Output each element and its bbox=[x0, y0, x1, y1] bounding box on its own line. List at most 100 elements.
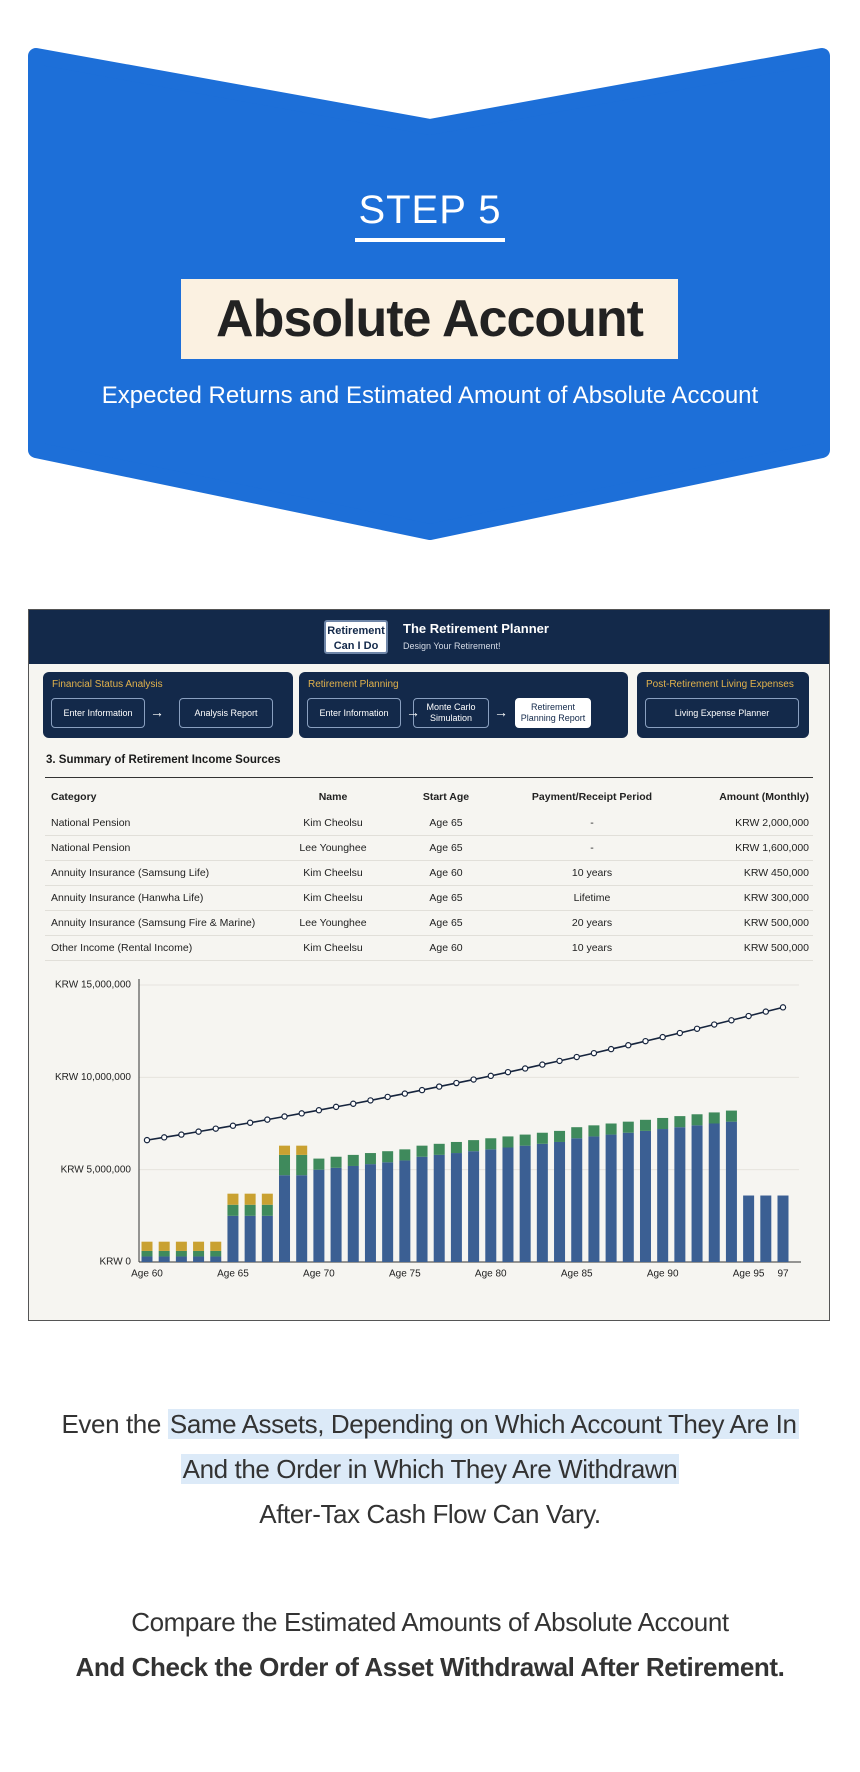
bar-segment bbox=[347, 1154, 359, 1166]
bar-segment bbox=[210, 1256, 222, 1262]
message-highlight: And the Order in Which They Are Withdraw… bbox=[180, 1454, 680, 1484]
closing-line: Compare the Estimated Amounts of Absolut… bbox=[131, 1607, 729, 1637]
bar-segment bbox=[244, 1215, 256, 1262]
x-tick-label: Age 65 bbox=[217, 1269, 249, 1280]
table-cell: KRW 450,000 bbox=[743, 867, 809, 879]
bar-segment bbox=[760, 1195, 772, 1262]
table-cell: KRW 2,000,000 bbox=[735, 817, 809, 829]
table-cell: National Pension bbox=[51, 817, 131, 829]
bar-segment bbox=[279, 1145, 291, 1155]
table-cell: Kim Cheolsu bbox=[303, 817, 363, 829]
table-cell: KRW 500,000 bbox=[743, 942, 809, 954]
table-cell: - bbox=[590, 842, 594, 854]
line-point bbox=[246, 1119, 254, 1126]
message-line: After-Tax Cash Flow Can Vary. bbox=[0, 1499, 860, 1530]
line-point bbox=[212, 1125, 219, 1132]
bar-segment bbox=[674, 1116, 686, 1128]
x-tick-label: Age 90 bbox=[647, 1269, 679, 1280]
bar-segment bbox=[330, 1156, 342, 1168]
line-point bbox=[350, 1100, 357, 1107]
bar-segment bbox=[433, 1143, 445, 1155]
line-point bbox=[160, 1134, 168, 1141]
app-header: Retirement Can I Do It? The Retirement Pl… bbox=[29, 610, 829, 667]
column-header: Start Age bbox=[422, 791, 470, 803]
column-header: Category bbox=[51, 791, 97, 803]
table-cell: National Pension bbox=[51, 842, 131, 854]
line-point bbox=[521, 1065, 529, 1072]
line-point bbox=[590, 1049, 598, 1057]
table-cell: Kim Cheelsu bbox=[303, 942, 363, 954]
line-point bbox=[745, 1012, 752, 1020]
table-cell: 10 years bbox=[571, 867, 613, 879]
line-point bbox=[178, 1131, 185, 1138]
x-tick-label: Age 95 bbox=[733, 1269, 765, 1280]
logo-line: Can I Do It? bbox=[333, 640, 379, 667]
bar-segment bbox=[691, 1125, 703, 1262]
bar-segment bbox=[244, 1204, 256, 1216]
message-highlight: Same Assets, Depending on Which Account … bbox=[167, 1409, 799, 1439]
table-cell: Age 65 bbox=[429, 842, 463, 854]
nav-button[interactable]: Enter Information bbox=[307, 698, 401, 728]
nav-button[interactable]: Monte Carlo Simulation bbox=[413, 698, 489, 728]
x-tick-label: 97 bbox=[777, 1269, 789, 1280]
bar-segment bbox=[588, 1125, 600, 1137]
line-point bbox=[504, 1068, 512, 1076]
line-series bbox=[146, 1006, 784, 1141]
table-cell: Age 60 bbox=[429, 942, 463, 954]
bar-segment bbox=[296, 1175, 308, 1262]
nav-button[interactable]: Living Expense Planner bbox=[645, 698, 799, 728]
banner-title: Absolute Account bbox=[181, 279, 678, 359]
line-point bbox=[401, 1090, 409, 1097]
line-point bbox=[573, 1053, 580, 1061]
y-tick-label: KRW 15,000,000 bbox=[55, 980, 131, 991]
nav-button[interactable]: Retirement Planning Report bbox=[515, 698, 591, 728]
bar-segment bbox=[261, 1204, 273, 1216]
bar-segment bbox=[605, 1134, 617, 1262]
line-point bbox=[315, 1107, 323, 1114]
bar-segment bbox=[777, 1195, 789, 1262]
arrow: → bbox=[406, 704, 420, 720]
table-cell: KRW 300,000 bbox=[743, 892, 809, 904]
line-point bbox=[676, 1029, 684, 1037]
table-cell: Lee Younghee bbox=[299, 842, 367, 854]
line-point bbox=[298, 1110, 305, 1117]
bar-segment bbox=[708, 1123, 720, 1262]
panel-title: Retirement Planning bbox=[308, 679, 399, 690]
process-panel: Retirement Planning Enter Information Mont… bbox=[299, 672, 628, 738]
arrow: → bbox=[150, 704, 164, 720]
bar-segment bbox=[450, 1153, 462, 1262]
line-point bbox=[693, 1025, 701, 1032]
bar-segment bbox=[485, 1138, 497, 1150]
x-tick-label: Age 75 bbox=[389, 1269, 421, 1280]
bar-segment bbox=[536, 1143, 548, 1262]
line-point bbox=[711, 1021, 718, 1028]
column-header: Amount (Monthly) bbox=[719, 791, 809, 803]
bar-segment bbox=[141, 1256, 153, 1262]
bar-segment bbox=[279, 1175, 291, 1262]
arrow: → bbox=[494, 704, 508, 720]
bar-segment bbox=[210, 1241, 222, 1251]
bar-segment bbox=[657, 1129, 669, 1262]
table-cell: KRW 1,600,000 bbox=[735, 842, 809, 854]
process-panel: Post-Retirement Living Expenses Living Ex… bbox=[637, 672, 809, 738]
bar-segment bbox=[657, 1117, 669, 1130]
banner-subtitle: Expected Returns and Estimated Amount of… bbox=[101, 382, 759, 409]
bar-segment bbox=[158, 1256, 170, 1262]
bar-segment bbox=[725, 1121, 737, 1262]
app-title: The Retirement Planner bbox=[403, 621, 549, 636]
nav-button[interactable]: Enter Information bbox=[51, 698, 145, 728]
logo[interactable]: Retirement Can I Do It? bbox=[324, 620, 388, 667]
bar-segment bbox=[468, 1151, 480, 1262]
table-cell: Age 65 bbox=[429, 892, 463, 904]
x-tick-label: Age 60 bbox=[131, 1269, 163, 1280]
line-point bbox=[779, 1004, 787, 1011]
column-header: Name bbox=[318, 791, 348, 803]
line-point bbox=[195, 1128, 202, 1135]
table-rule bbox=[45, 777, 813, 778]
bar-segment bbox=[364, 1164, 376, 1262]
nav-button[interactable]: Analysis Report bbox=[179, 698, 273, 728]
closing-line: And Check the Order of Asset Withdrawal … bbox=[75, 1652, 785, 1682]
line-point bbox=[453, 1079, 460, 1087]
